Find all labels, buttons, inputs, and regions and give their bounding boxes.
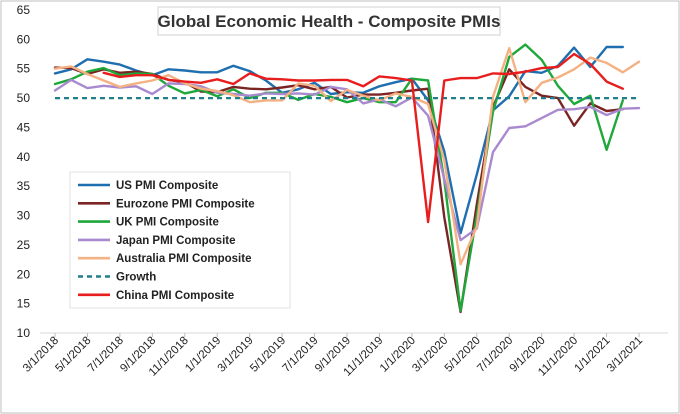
y-axis: 10 15 20 25 30 35 40 45 50 55 60 65 [17,3,31,340]
legend-label-australia-pmi-composite: Australia PMI Composite [116,253,251,265]
legend-label-us-pmi-composite: US PMI Composite [116,180,218,192]
y-tick-label: 30 [17,209,31,223]
y-tick-label: 50 [17,91,31,105]
y-tick-label: 60 [17,32,31,46]
title-frame [157,6,501,36]
legend-label-eurozone-pmi-composite: Eurozone PMI Composite [116,198,255,210]
series-line-australia-pmi-composite [53,47,641,266]
series-line-china-pmi-composite [102,52,624,224]
series-layer [53,43,641,314]
series-line-uk-pmi-composite [53,43,624,312]
y-tick-label: 45 [17,120,31,134]
y-tick-label: 10 [17,326,31,340]
y-tick-label: 35 [17,179,31,193]
y-tick-label: 20 [17,267,31,281]
legend-label-growth: Growth [116,272,156,284]
legend-label-china-pmi-composite: China PMI Composite [116,290,234,302]
y-tick-label: 55 [17,62,31,76]
y-tick-label: 15 [17,297,31,311]
chart-title-box: Global Economic Health - Composite PMIs [157,6,501,36]
y-tick-label: 40 [17,150,31,164]
chart-title: Global Economic Health - Composite PMIs [158,12,501,31]
y-tick-label: 25 [17,238,31,252]
legend-label-japan-pmi-composite: Japan PMI Composite [116,235,236,247]
legend-label-uk-pmi-composite: UK PMI Composite [116,217,219,229]
legend: US PMI Composite Eurozone PMI Composite UK… [69,171,291,309]
y-tick-label: 65 [17,3,31,17]
